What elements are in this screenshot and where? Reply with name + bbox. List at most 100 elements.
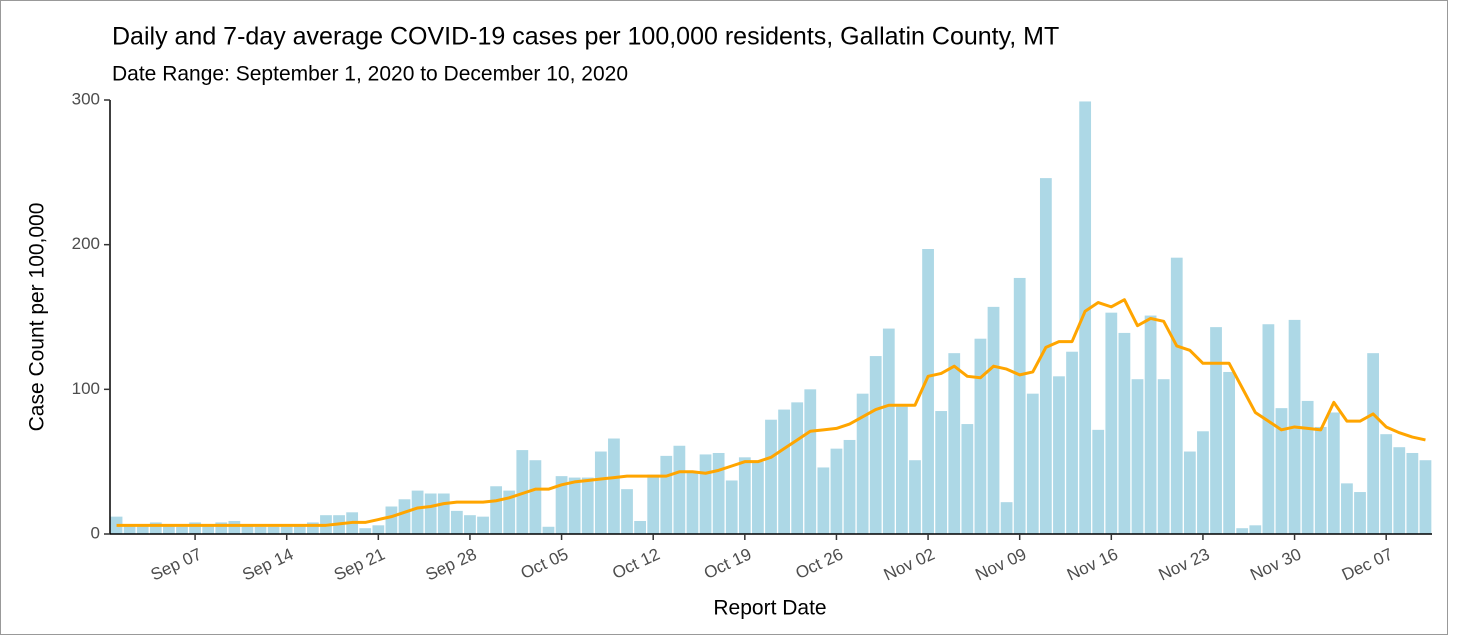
bar	[437, 493, 450, 534]
bar	[765, 419, 777, 534]
bar	[477, 516, 489, 534]
bar	[1131, 379, 1144, 534]
bar	[686, 471, 699, 534]
bar	[450, 510, 463, 534]
bar	[725, 480, 738, 534]
bar	[712, 452, 725, 534]
bar	[699, 454, 712, 534]
bar	[398, 499, 411, 534]
bar	[280, 526, 293, 534]
bar	[1039, 178, 1052, 534]
bar	[411, 490, 424, 534]
bar	[778, 409, 790, 534]
bar	[987, 306, 1000, 534]
bar	[1354, 492, 1366, 534]
bar	[1105, 312, 1118, 534]
bar	[581, 477, 594, 534]
y-tick-label: 200	[72, 234, 100, 253]
bar	[424, 493, 437, 534]
bar	[869, 356, 882, 534]
bar	[1079, 101, 1092, 535]
chart-title: Daily and 7-day average COVID-19 cases p…	[112, 23, 1059, 51]
bar	[215, 522, 228, 534]
bar	[123, 525, 136, 534]
bar	[1183, 451, 1196, 534]
bar	[1000, 502, 1013, 534]
y-axis-label: Case Count per 100,000	[26, 203, 49, 432]
bar	[594, 451, 607, 534]
bar	[830, 448, 843, 534]
bar	[843, 439, 856, 534]
bar	[922, 249, 934, 535]
bar	[189, 522, 201, 534]
y-tick-label: 100	[72, 379, 100, 398]
bar	[752, 461, 764, 534]
bar	[1419, 460, 1432, 534]
bar	[136, 525, 149, 534]
bar	[1406, 452, 1419, 534]
bar	[882, 328, 895, 534]
bar	[673, 445, 686, 534]
bar	[568, 477, 581, 534]
bar	[804, 389, 817, 534]
bar	[896, 406, 908, 534]
bar	[1341, 483, 1353, 534]
bar	[503, 490, 516, 534]
bar	[306, 522, 319, 534]
bar	[1223, 371, 1236, 534]
bar	[948, 353, 961, 534]
bar	[1013, 277, 1026, 534]
bar	[634, 520, 646, 534]
bar	[1026, 393, 1039, 534]
bar	[1092, 429, 1105, 534]
bar	[1249, 525, 1262, 534]
bar	[359, 528, 372, 534]
bar	[1210, 327, 1222, 534]
bar	[529, 460, 542, 534]
bar	[202, 525, 215, 534]
bar	[149, 522, 162, 534]
bar	[464, 515, 476, 534]
bar	[621, 489, 633, 534]
bar	[909, 460, 921, 534]
y-tick-label: 300	[72, 89, 100, 108]
bar	[1170, 257, 1183, 534]
bar	[385, 506, 398, 534]
bar	[817, 467, 830, 534]
bar	[555, 476, 568, 534]
x-axis-label: Report Date	[713, 597, 826, 620]
y-tick-label: 0	[91, 523, 100, 542]
bar	[1197, 431, 1209, 534]
bar	[974, 338, 987, 534]
bar	[1144, 315, 1157, 534]
bar	[372, 525, 385, 534]
bar	[1367, 353, 1379, 534]
bar	[1275, 408, 1288, 534]
bar	[961, 424, 974, 534]
bar	[267, 526, 280, 534]
bar	[1118, 332, 1131, 534]
bar	[1301, 400, 1314, 534]
bar	[1066, 351, 1078, 534]
bar	[1157, 379, 1170, 534]
bar	[1053, 376, 1065, 534]
bar	[608, 438, 620, 534]
bar	[254, 526, 267, 534]
bar	[1236, 528, 1249, 534]
bar	[490, 486, 503, 534]
chart-subtitle: Date Range: September 1, 2020 to Decembe…	[112, 63, 628, 86]
bar	[542, 526, 555, 534]
bar	[241, 525, 254, 534]
bar	[1380, 434, 1393, 534]
bar	[1314, 426, 1327, 534]
bar	[935, 411, 948, 534]
bar	[176, 526, 188, 534]
bar	[1327, 412, 1340, 534]
bar	[1262, 324, 1275, 534]
bar	[228, 520, 241, 534]
bar	[1393, 447, 1406, 534]
average-line	[116, 298, 1426, 527]
